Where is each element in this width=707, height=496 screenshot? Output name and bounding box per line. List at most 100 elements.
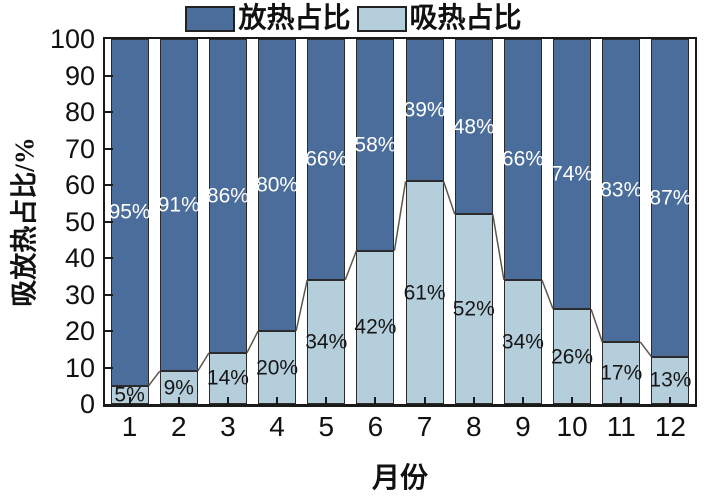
bar-month-11: 83% 17% <box>600 39 643 404</box>
x-tick-label: 12 <box>654 411 686 442</box>
bar-label-release: 83% <box>600 178 643 202</box>
bar-label-release: 87% <box>649 186 692 210</box>
bar-month-12: 87% 13% <box>649 39 692 404</box>
bar-month-6: 58% 42% <box>354 39 397 404</box>
x-tick-mark <box>325 397 328 404</box>
x-tick-mark <box>669 397 672 404</box>
bar-segment-absorb <box>405 181 444 404</box>
bar-segment-release <box>651 39 690 357</box>
bar-segment-absorb <box>307 279 346 404</box>
bar-label-absorb: 13% <box>649 368 692 392</box>
bar-label-absorb: 5% <box>114 383 145 407</box>
bar-month-1: 95% 5% <box>108 39 151 407</box>
bars-container: 95% 5% 91% 9% 86% 14% 80% 20% 66% 34% 58% 42% 39% 61%… <box>105 39 695 407</box>
bar-label-release: 80% <box>256 173 299 197</box>
bar-label-absorb: 52% <box>452 297 495 321</box>
bar-label-release: 66% <box>501 147 544 171</box>
bar-segment-absorb <box>553 309 592 404</box>
bar-segment-release <box>553 39 592 310</box>
bar-segment-release <box>110 39 149 386</box>
y-tick-mark <box>105 74 113 77</box>
bar-segment-release <box>503 39 542 280</box>
y-tick-label: 60 <box>64 170 95 200</box>
y-tick-mark <box>105 257 113 259</box>
x-tick-label: 9 <box>515 411 531 442</box>
y-tick-mark <box>105 220 113 223</box>
bar-label-release: 66% <box>305 147 348 171</box>
y-tick-label: 30 <box>64 279 95 310</box>
x-tick-label: 3 <box>220 411 236 442</box>
bar-label-release: 86% <box>206 184 249 208</box>
bar-label-absorb: 20% <box>256 356 299 379</box>
bar-month-10: 74% 26% <box>551 39 594 404</box>
bar-label-release: 95% <box>108 200 151 224</box>
x-tick-label: 7 <box>416 411 433 442</box>
y-tick-label: 0 <box>79 389 95 419</box>
y-tick-label: 40 <box>64 243 95 273</box>
bar-label-absorb: 14% <box>206 366 249 390</box>
bar-segment-absorb <box>356 250 395 404</box>
x-tick-mark <box>472 397 475 404</box>
x-tick-label: 6 <box>367 411 384 442</box>
bar-month-7: 39% 61% <box>403 39 446 404</box>
x-tick-label: 4 <box>269 411 285 442</box>
legend-item-release: 放热占比 <box>185 5 351 33</box>
bar-segment-release <box>405 39 444 182</box>
bar-segment-absorb <box>602 341 641 404</box>
legend-label-absorb: 吸热占比 <box>409 3 522 34</box>
y-tick-label: 80 <box>64 97 95 127</box>
y-tick-label: 50 <box>64 206 95 237</box>
bar-label-absorb: 61% <box>403 281 446 305</box>
bar-month-8: 48% 52% <box>452 39 495 404</box>
legend-swatch-release-icon <box>185 6 236 32</box>
bar-month-5: 66% 34% <box>305 39 348 404</box>
bar-label-release: 58% <box>354 133 397 157</box>
bar-segment-release <box>602 39 641 342</box>
bar-segment-release <box>307 39 346 280</box>
y-tick-label: 70 <box>64 133 95 164</box>
y-tick-label: 90 <box>64 60 95 91</box>
y-tick-label: 20 <box>64 316 95 346</box>
x-tick-mark <box>177 397 180 404</box>
x-tick-mark <box>374 397 377 404</box>
bar-month-2: 91% 9% <box>157 39 200 404</box>
bar-label-absorb: 42% <box>354 315 397 339</box>
bar-segment-release <box>258 39 297 331</box>
bar-segment-release <box>159 39 198 372</box>
bar-segment-release <box>356 39 395 251</box>
x-tick-mark <box>276 397 279 404</box>
chart-legend: 放热占比 吸热占比 <box>0 2 707 36</box>
x-tick-label: 8 <box>465 411 482 442</box>
x-tick-mark <box>571 397 574 404</box>
bar-label-release: 48% <box>452 115 495 139</box>
bar-label-absorb: 9% <box>163 376 194 400</box>
legend-swatch-absorb-icon <box>356 6 407 32</box>
y-tick-label: 100 <box>49 24 95 54</box>
x-tick-label: 1 <box>121 411 138 442</box>
x-tick-mark <box>226 397 229 404</box>
x-tick-label: 2 <box>170 411 187 442</box>
y-tick-mark <box>105 184 113 186</box>
bar-segment-release <box>208 39 247 353</box>
bar-label-absorb: 17% <box>600 361 643 385</box>
y-tick-mark <box>105 147 113 150</box>
bar-label-absorb: 34% <box>501 330 544 354</box>
bar-month-3: 86% 14% <box>206 39 249 404</box>
x-tick-label: 11 <box>606 411 636 442</box>
bar-label-release: 91% <box>157 193 200 217</box>
x-tick-mark <box>423 397 426 404</box>
bar-label-absorb: 34% <box>305 330 348 354</box>
x-tick-mark <box>128 397 131 404</box>
x-axis-title: 月份 <box>371 463 429 494</box>
x-tick-mark <box>521 397 524 404</box>
plot-area: 95% 5% 91% 9% 86% 14% 80% 20% 66% 34% 58% 42% 39% 61%… <box>103 37 697 407</box>
bar-label-release: 74% <box>551 162 594 186</box>
x-tick-label: 5 <box>318 411 335 442</box>
bar-segment-release <box>454 39 493 215</box>
y-tick-label: 10 <box>64 352 95 383</box>
bar-month-4: 80% 20% <box>256 39 299 404</box>
bar-label-absorb: 26% <box>551 345 594 369</box>
bar-month-9: 66% 34% <box>501 39 544 404</box>
y-tick-mark <box>105 293 113 296</box>
